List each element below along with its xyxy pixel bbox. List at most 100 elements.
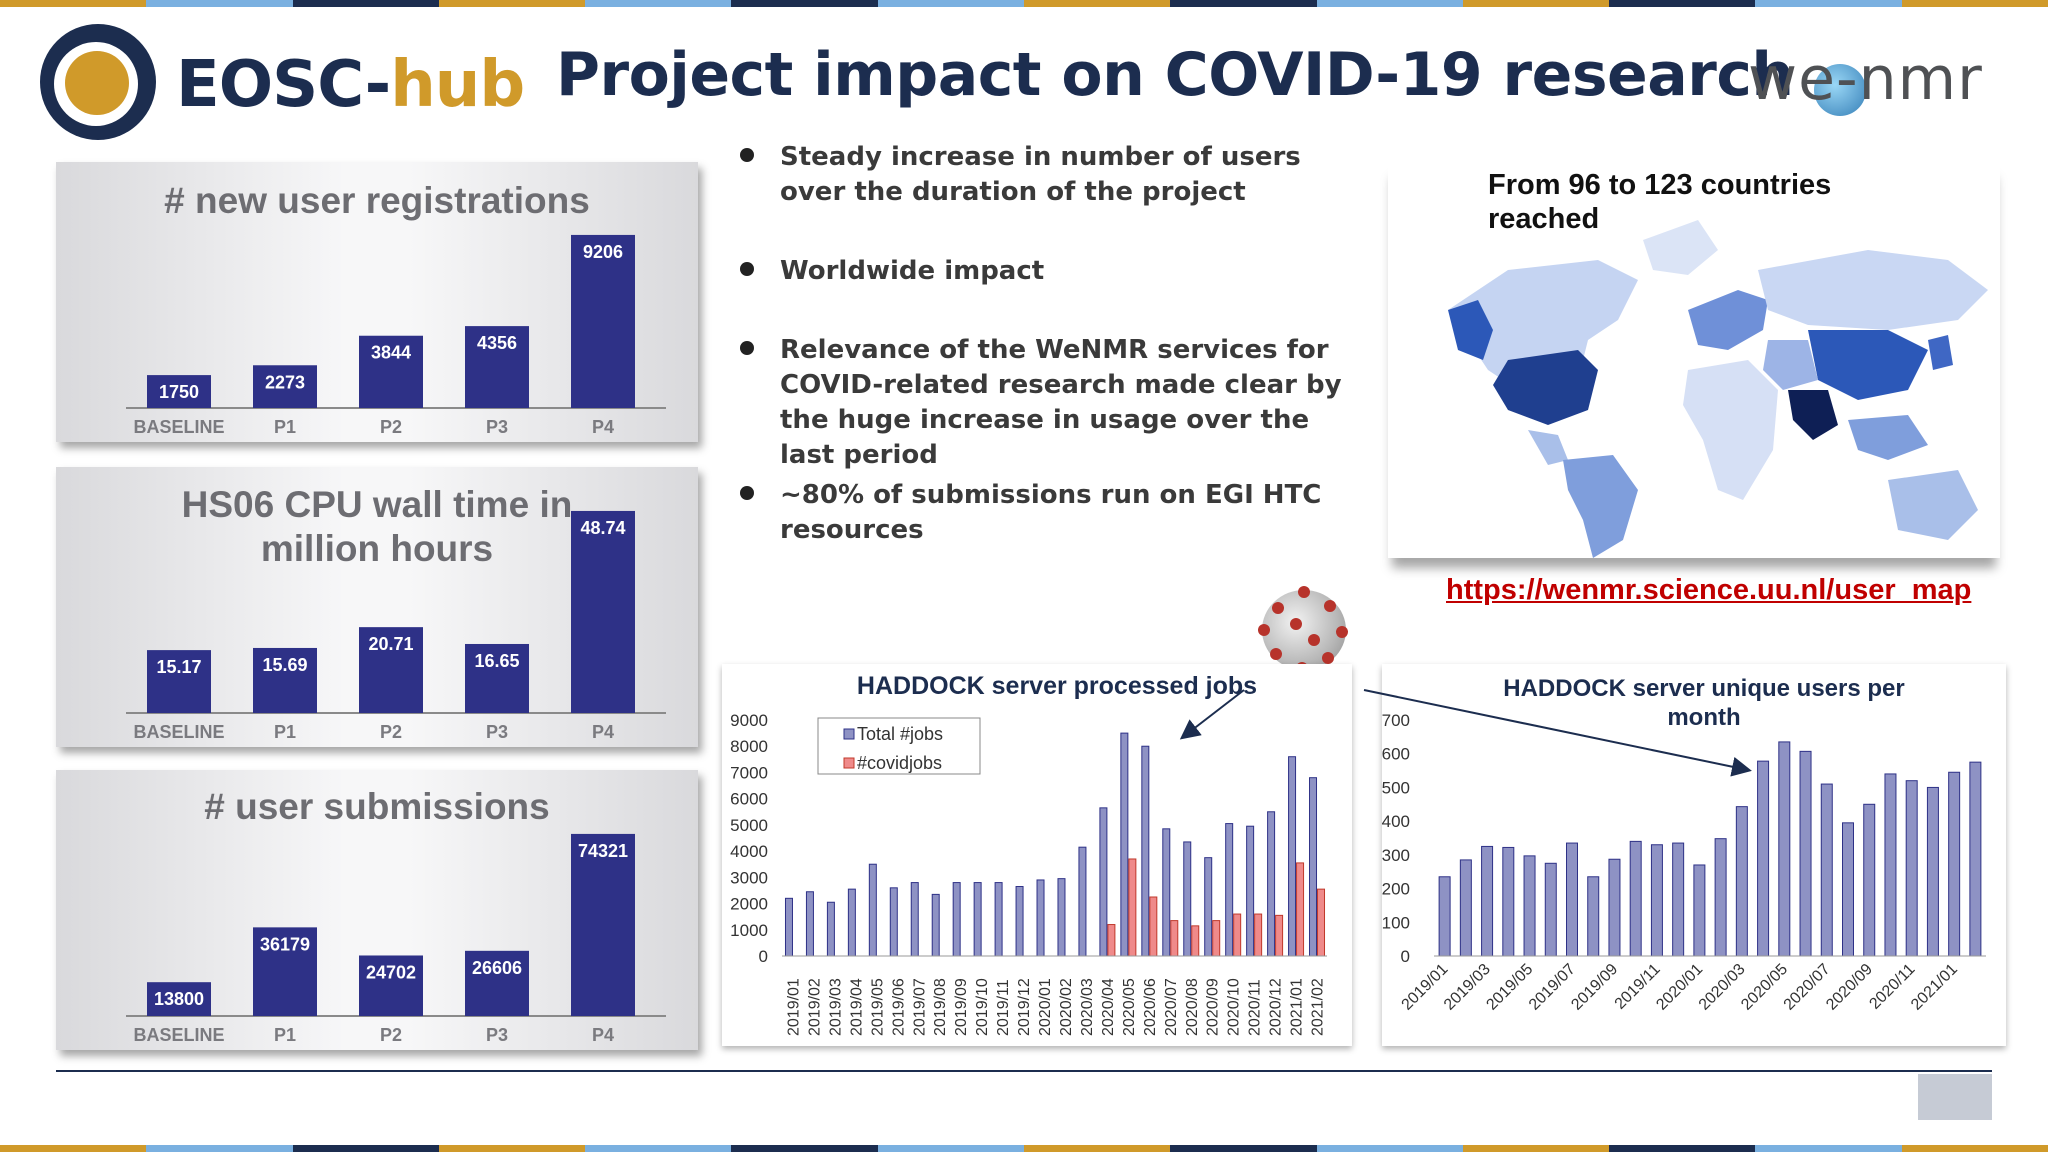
bar	[253, 927, 317, 1016]
y-tick-label: 600	[1382, 745, 1410, 764]
category-label: P1	[274, 722, 296, 742]
total-jobs-bar	[1078, 846, 1087, 957]
total-jobs-bar	[1162, 828, 1171, 957]
eosc-hub-wordmark: EOSC-hub	[176, 48, 525, 122]
data-label: 1750	[159, 382, 199, 402]
y-tick-label: 5000	[730, 816, 768, 835]
covid-jobs-bar	[1275, 914, 1284, 957]
total-jobs-bar	[1246, 825, 1255, 957]
bar	[359, 627, 423, 713]
category-label: P3	[486, 417, 508, 437]
users-bar	[1587, 876, 1600, 957]
users-bar	[1714, 838, 1727, 957]
total-jobs-bar	[868, 863, 877, 957]
data-label: 15.17	[156, 657, 201, 677]
users-bar	[1969, 761, 1982, 957]
eosc-hub-logo: EOSC-hub	[40, 24, 525, 144]
bar	[465, 643, 529, 713]
covid-jobs-bar	[1170, 920, 1179, 957]
data-label: 16.65	[474, 651, 519, 671]
covid-jobs-bar	[1149, 896, 1158, 957]
x-tick-label: 2020/08	[1184, 978, 1201, 1036]
x-tick-label: 2020/03	[1696, 961, 1749, 1014]
data-label: 74321	[578, 841, 628, 861]
data-label: 24702	[366, 962, 416, 982]
x-tick-label: 2019/06	[890, 978, 907, 1036]
bar	[571, 833, 635, 1016]
data-label: 2273	[265, 372, 305, 392]
bar	[253, 365, 317, 408]
users-bar	[1842, 822, 1854, 957]
category-label: P4	[592, 722, 614, 742]
total-jobs-bar	[931, 893, 940, 957]
chart-title: HADDOCK server processed jobs	[857, 672, 1257, 700]
x-tick-label: 2020/10	[1226, 978, 1243, 1036]
users-bar	[1948, 771, 1961, 957]
x-tick-label: 2021/01	[1908, 961, 1961, 1014]
y-tick-label: 9000	[730, 711, 768, 730]
category-label: P2	[380, 417, 402, 437]
y-tick-label: 8000	[730, 737, 768, 756]
legend-swatch	[843, 728, 855, 740]
new-user-registrations-panel: # new user registrations 1750 BASELINE 227…	[56, 162, 698, 442]
new-user-registrations-chart: 1750 BASELINE 2273 P1 3844 P2 4356 P3 9206 P4	[126, 234, 666, 437]
x-tick-label: 2020/01	[1037, 978, 1054, 1036]
y-tick-label: 500	[1382, 778, 1410, 797]
x-tick-label: 2020/09	[1205, 978, 1222, 1036]
bullet-icon	[740, 486, 754, 500]
x-tick-label: 2020/11	[1247, 979, 1264, 1036]
category-label: P4	[592, 417, 614, 437]
total-jobs-bar	[1267, 811, 1276, 957]
users-bar	[1672, 842, 1685, 957]
total-jobs-bar	[952, 882, 961, 957]
category-label: P4	[592, 1025, 614, 1045]
data-label: 15.69	[262, 655, 307, 675]
data-label: 20.71	[368, 634, 413, 654]
total-jobs-bar	[994, 882, 1003, 957]
users-bar	[1629, 840, 1642, 957]
data-label: 4356	[477, 333, 517, 353]
x-tick-label: 2019/09	[953, 978, 970, 1036]
x-tick-label: 2020/02	[1058, 978, 1075, 1036]
x-tick-label: 2020/06	[1142, 978, 1159, 1036]
category-label: BASELINE	[133, 1025, 224, 1045]
bullet-icon	[740, 341, 754, 355]
bar	[147, 982, 211, 1016]
top-color-stripe	[0, 0, 2048, 7]
users-bar	[1863, 803, 1876, 957]
bullet-icon	[740, 148, 754, 162]
category-label: P2	[380, 1025, 402, 1045]
user-map-link[interactable]: https://wenmr.science.uu.nl/user_map	[1446, 574, 1972, 606]
coronavirus-icon	[1258, 586, 1348, 674]
wenmr-logo: we-nmr	[1748, 30, 2018, 130]
x-tick-label: 2019/01	[785, 978, 802, 1036]
total-jobs-bar	[1288, 756, 1297, 957]
x-tick-label: 2021/02	[1310, 978, 1327, 1036]
x-tick-label: 2019/07	[911, 978, 928, 1036]
cpu-wall-time-chart: 15.17 BASELINE 15.69 P1 20.71 P2 16.65 P3 48.74 P…	[126, 510, 666, 742]
users-bar	[1438, 876, 1451, 957]
covid-jobs-bar	[1317, 888, 1326, 957]
y-tick-label: 100	[1382, 913, 1410, 932]
legend-label: Total #jobs	[857, 724, 943, 744]
haddock-jobs-chart-card: HADDOCK server processed jobs 0 1000 2000 30…	[722, 664, 1352, 1046]
users-bar	[1544, 862, 1557, 957]
total-jobs-bar	[1183, 841, 1192, 957]
x-tick-label: 2019/11	[995, 979, 1012, 1036]
page-number-box	[1918, 1074, 1992, 1120]
total-jobs-bar	[1099, 807, 1108, 957]
users-bar	[1459, 859, 1472, 957]
users-bar	[1778, 741, 1791, 957]
total-jobs-bar	[973, 882, 982, 957]
bar	[465, 950, 529, 1016]
users-bar	[1799, 750, 1812, 957]
total-jobs-bar	[847, 888, 856, 957]
y-tick-label: 6000	[730, 790, 768, 809]
data-label: 13800	[154, 989, 204, 1009]
covid-jobs-bar	[1128, 858, 1137, 957]
y-tick-label: 2000	[730, 895, 768, 914]
user-submissions-chart: 13800 BASELINE 36179 P1 24702 P2 26606 P3 74321 P…	[126, 833, 666, 1045]
chart-title: HADDOCK server unique users per	[1503, 675, 1904, 702]
x-tick-label: 2019/07	[1526, 961, 1579, 1014]
y-tick-label: 1000	[730, 921, 768, 940]
